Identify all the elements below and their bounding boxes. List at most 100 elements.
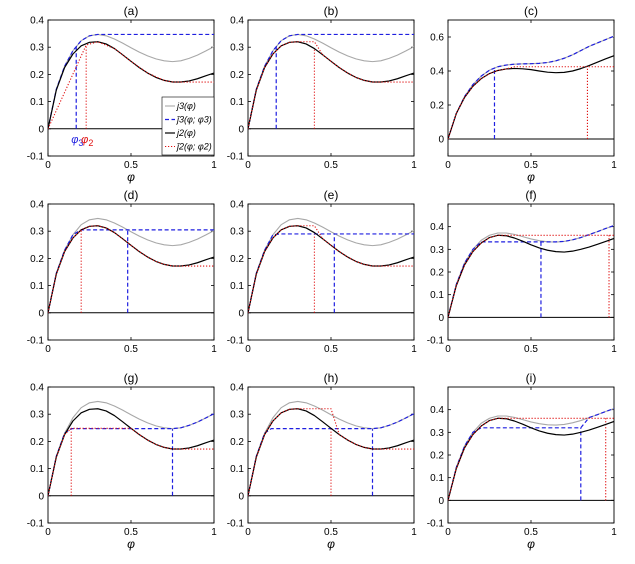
y-tick-label: 0.3	[30, 410, 44, 421]
panel-title: (d)	[124, 188, 139, 202]
panel-title: (g)	[124, 371, 139, 385]
legend-entry: j2(φ)	[176, 128, 196, 138]
series-line	[448, 417, 614, 501]
y-tick-label: 0.4	[30, 16, 44, 27]
y-tick-label: 0.3	[430, 245, 444, 256]
y-tick-label: 0.3	[30, 43, 44, 54]
series-line	[448, 35, 614, 140]
series-line	[248, 217, 414, 313]
panel-title: (a)	[124, 4, 139, 18]
y-tick-label: 0	[238, 124, 244, 135]
series-line	[248, 408, 414, 496]
axes-frame	[447, 203, 615, 341]
y-tick-label: 0	[238, 491, 244, 502]
phi-annotation: φ2	[81, 134, 93, 148]
x-tick-label: 1	[411, 527, 417, 538]
series-line	[448, 35, 614, 140]
series-line	[48, 41, 214, 129]
y-tick-label: -0.1	[227, 519, 245, 530]
y-tick-label: 0	[438, 135, 444, 146]
y-tick-label: 0	[238, 308, 244, 319]
y-tick-label: 0.3	[30, 227, 44, 238]
x-tick-label: 0	[45, 527, 51, 538]
y-tick-label: 0	[38, 491, 44, 502]
y-tick-label: 0.4	[230, 200, 244, 211]
x-tick-label: 1	[611, 344, 617, 355]
series-line	[248, 400, 414, 496]
series-line	[448, 234, 614, 318]
y-tick-label: 0.2	[230, 254, 244, 265]
axes-frame	[47, 203, 215, 341]
x-tick-label: 0.5	[124, 527, 138, 538]
y-tick-label: -0.1	[227, 152, 245, 163]
y-tick-label: 0.4	[30, 200, 44, 211]
series-line	[48, 427, 214, 496]
y-tick-label: -0.1	[27, 336, 45, 347]
x-tick-label: 1	[411, 344, 417, 355]
y-tick-label: 0.3	[230, 43, 244, 54]
panel-title: (b)	[324, 4, 339, 18]
y-tick-label: 0.1	[230, 281, 244, 292]
x-tick-label: 0	[45, 344, 51, 355]
x-tick-label: 0	[245, 160, 251, 171]
y-tick-label: 0.3	[230, 410, 244, 421]
series-line	[248, 33, 414, 129]
panel-a: -0.100.10.20.30.40 0.5 1(a)φj3(φ)ĵ3(φ; φ3)…	[27, 4, 217, 184]
y-tick-label: 0.1	[30, 464, 44, 475]
axes-frame	[247, 19, 415, 157]
series-line	[448, 234, 614, 318]
legend-entry: ĵ2(φ; φ2)	[176, 142, 212, 152]
x-axis-label: φ	[127, 170, 135, 184]
series-line	[248, 408, 414, 496]
panel-title: (e)	[324, 188, 339, 202]
legend-entry: ĵ3(φ; φ3)	[176, 115, 212, 125]
y-tick-label: 0.3	[230, 227, 244, 238]
y-tick-label: 0.3	[430, 428, 444, 439]
legend-entry: j3(φ)	[176, 101, 196, 111]
plot-area	[248, 217, 414, 313]
y-tick-label: 0.4	[430, 405, 444, 416]
x-axis-label: φ	[527, 170, 535, 184]
y-tick-label: 0.2	[30, 254, 44, 265]
x-tick-label: 1	[411, 160, 417, 171]
y-tick-label: 0.2	[30, 437, 44, 448]
plot-area	[48, 400, 214, 496]
x-tick-label: 1	[211, 344, 217, 355]
axes-frame	[247, 203, 415, 341]
series-line	[48, 33, 214, 129]
series-line	[248, 41, 414, 129]
series-line	[448, 224, 614, 318]
y-tick-label: 0.2	[430, 268, 444, 279]
x-tick-label: 1	[611, 527, 617, 538]
plot-area	[48, 217, 214, 313]
x-tick-label: 0	[245, 344, 251, 355]
y-tick-label: 0.4	[230, 16, 244, 27]
axes-frame	[447, 19, 615, 157]
x-tick-label: 0	[45, 160, 51, 171]
y-tick-label: 0.6	[430, 33, 444, 44]
x-tick-label: 1	[611, 160, 617, 171]
axes-frame	[47, 386, 215, 524]
panel-f: -0.100.10.20.30.40 0.5 1(f)	[427, 188, 617, 355]
y-tick-label: 0.1	[230, 464, 244, 475]
phi-annotation: φ3	[71, 134, 83, 148]
plot-area	[248, 33, 414, 129]
x-tick-label: 1	[211, 527, 217, 538]
x-tick-label: 0	[445, 527, 451, 538]
panel-title: (c)	[524, 4, 538, 18]
axes-frame	[447, 386, 615, 524]
plot-area	[48, 33, 214, 130]
y-tick-label: -0.1	[27, 152, 45, 163]
panel-i: -0.100.10.20.30.40 0.5 1(i)φ	[427, 371, 617, 551]
y-tick-label: 0.1	[230, 97, 244, 108]
y-tick-label: 0.2	[430, 101, 444, 112]
y-tick-label: 0.4	[430, 67, 444, 78]
y-tick-label: 0.2	[230, 437, 244, 448]
y-tick-label: 0	[38, 124, 44, 135]
plot-area	[448, 224, 614, 318]
series-line	[448, 408, 614, 501]
legend: j3(φ) ĵ3(φ; φ3) j2(φ) ĵ2(φ; φ2)	[161, 96, 215, 156]
x-axis-label: φ	[527, 537, 535, 551]
y-tick-label: 0	[438, 496, 444, 507]
